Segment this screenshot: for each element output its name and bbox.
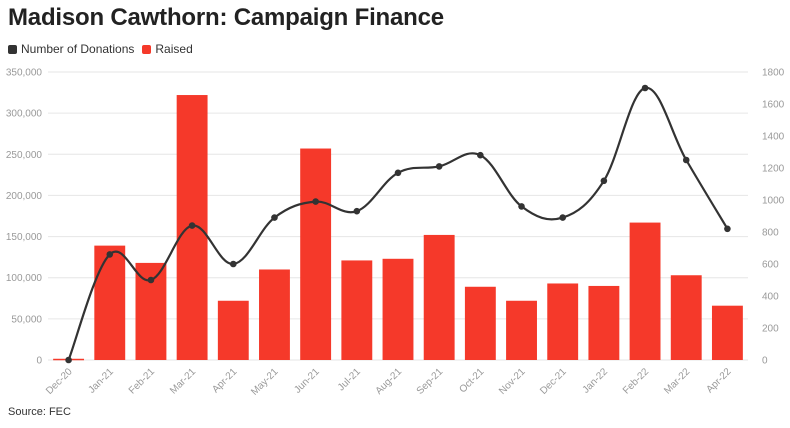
y-right-tick-label: 1200 [762,164,785,175]
y-right-tick-label: 1000 [762,196,785,207]
donations-point [435,163,443,170]
x-tick-label: Jan-21 [86,366,116,396]
bar [629,222,661,360]
x-tick-label: Mar-22 [662,366,692,396]
x-tick-label: Apr-21 [210,366,239,395]
donations-point [229,260,237,268]
bar [464,286,496,360]
y-left-tick-label: 200,000 [6,191,43,202]
donations-point [682,156,690,164]
x-tick-label: Dec-21 [538,366,569,397]
y-right-tick-label: 200 [762,324,779,335]
x-tick-label: Nov-21 [497,366,528,397]
legend-swatch-donations [8,44,17,54]
y-right-tick-label: 1800 [762,68,785,79]
donations-point [147,276,155,284]
bar [711,305,743,360]
y-right-tick-label: 800 [762,228,779,239]
donations-point [477,151,484,159]
donations-point [106,251,114,258]
x-tick-label: Oct-21 [457,366,486,395]
legend: Number of Donations Raised [8,42,201,56]
chart-canvas: 0 50,000 100,000 150,000 200,000 250,000 300,0… [6,68,785,398]
y-left-tick-label: 50,000 [11,314,42,325]
donations-point [394,169,402,177]
x-tick-label: Dec-20 [44,366,75,397]
bar [382,258,414,360]
legend-item-donations[interactable]: Number of Donations [8,42,134,56]
bar [506,300,537,360]
y-left-tick-label: 150,000 [6,232,43,243]
y-right-tick-label: 1600 [762,100,785,111]
donations-point [518,203,525,210]
bar [423,234,455,360]
donations-point [188,222,196,229]
x-tick-label: Jun-21 [292,366,322,396]
x-tick-label: Sep-21 [415,366,446,397]
donations-point [641,84,649,92]
source-note: Source: FEC [8,406,71,418]
y-left-tick-label: 0 [36,356,42,367]
bar [670,275,702,360]
y-left-tick-label: 300,000 [6,109,43,120]
bar [259,269,290,360]
donations-point [312,198,319,205]
y-right-tick-label: 600 [762,260,779,271]
legend-swatch-raised [142,44,152,54]
x-tick-label: Feb-21 [127,366,157,396]
bar [94,245,126,360]
y-right-tick-label: 400 [762,292,779,303]
donations-point [724,225,731,233]
y-left-tick-label: 100,000 [6,273,43,284]
donations-point [353,207,361,215]
x-tick-label: Feb-22 [621,366,651,396]
bar [547,283,579,360]
x-tick-label: Apr-22 [705,366,734,395]
y-right-tick-label: 1400 [762,132,785,143]
y-right-tick-label: 0 [762,356,768,367]
x-tick-label: Aug-21 [374,366,405,397]
donations-point [271,214,278,221]
x-tick-label: May-21 [249,366,281,398]
legend-item-raised[interactable]: Raised [142,42,193,56]
donations-point [65,356,72,364]
legend-label-raised: Raised [155,42,193,56]
bar [217,300,249,360]
donations-point [559,214,567,221]
y-left-tick-label: 350,000 [6,68,43,79]
x-tick-label: Jan-22 [581,366,611,396]
donations-point [600,177,608,185]
x-tick-label: Mar-21 [168,366,198,396]
legend-label-donations: Number of Donations [21,42,135,56]
bar [341,260,373,360]
bar [300,148,332,360]
chart-title: Madison Cawthorn: Campaign Finance [8,4,444,31]
x-tick-label: Jul-21 [336,366,363,393]
bar [588,285,620,360]
y-left-tick-label: 250,000 [6,150,43,161]
